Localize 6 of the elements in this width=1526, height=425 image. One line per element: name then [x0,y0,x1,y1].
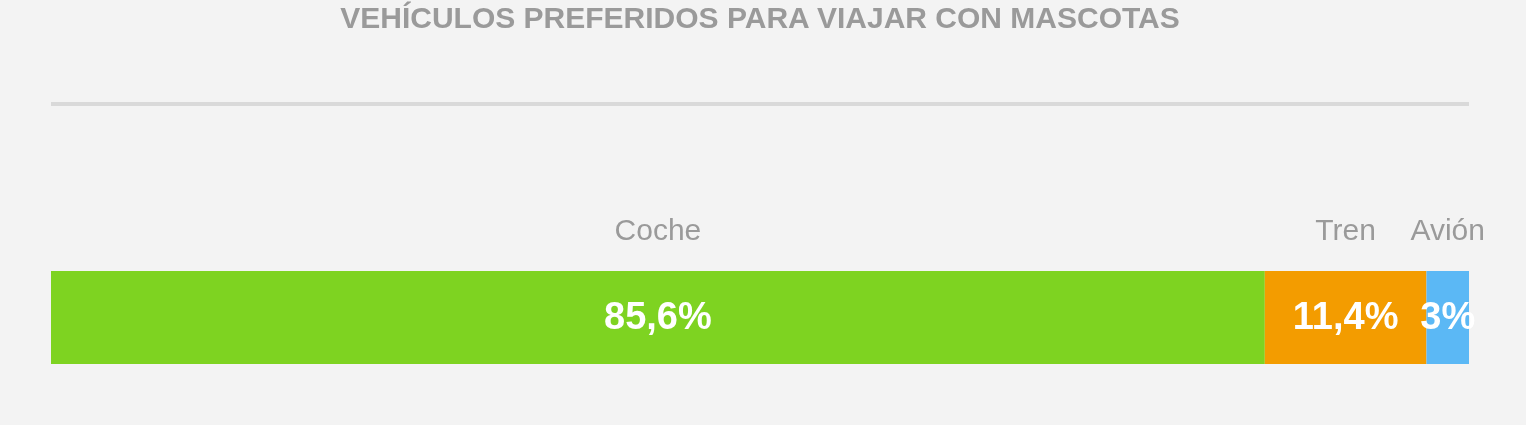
series-label: Avión [1410,213,1485,246]
series-label: Tren [1315,213,1376,246]
chart-title: VEHÍCULOS PREFERIDOS PARA VIAJAR CON MASCOTAS [340,1,1180,34]
data-label: 11,4% [1292,294,1399,337]
data-label: 85,6% [604,294,712,337]
series-label: Coche [614,213,702,246]
